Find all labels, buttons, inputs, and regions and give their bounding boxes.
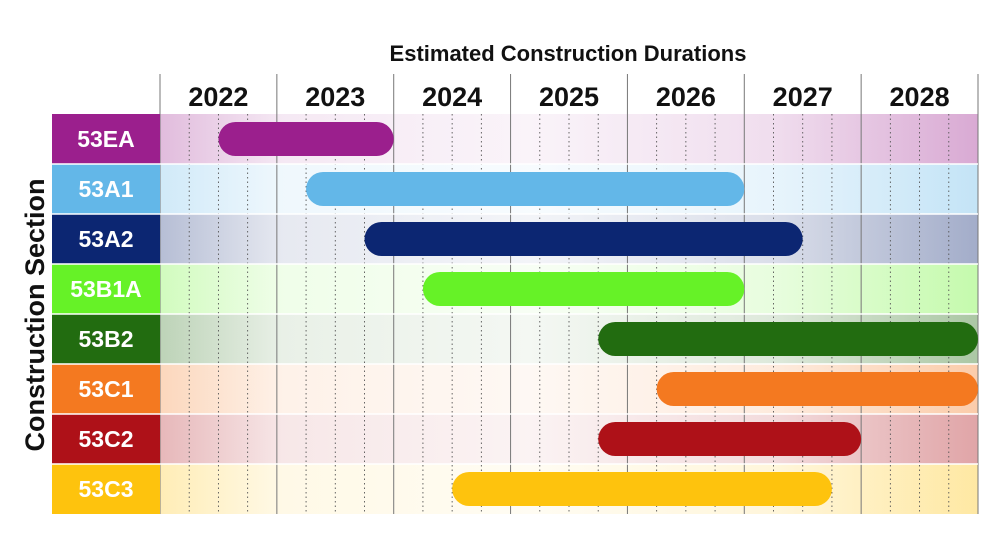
section-label-53c3: 53C3 — [79, 476, 134, 502]
bar-53c2 — [598, 422, 862, 456]
year-tick-2028: 2028 — [890, 82, 950, 112]
bar-53a2 — [364, 222, 803, 256]
section-cell-53c3 — [52, 464, 160, 514]
year-tick-2024: 2024 — [422, 82, 482, 112]
section-cell-53c2 — [52, 414, 160, 464]
chart-title: Estimated Construction Durations — [390, 41, 747, 66]
section-label-53c2: 53C2 — [79, 426, 134, 452]
bar-53b2 — [598, 322, 978, 356]
year-tick-labels: 2022 2023 2024 2025 2026 2027 2028 — [188, 82, 949, 112]
section-label-53b1a: 53B1A — [70, 276, 142, 302]
section-cell-53a2 — [52, 214, 160, 264]
section-cell-53b1a — [52, 264, 160, 314]
year-tick-2027: 2027 — [773, 82, 833, 112]
section-cell-53c1 — [52, 364, 160, 414]
section-label-53a1: 53A1 — [79, 176, 134, 202]
section-cell-53a1 — [52, 164, 160, 214]
section-label-53a2: 53A2 — [79, 226, 134, 252]
section-labels: 53EA 53A1 53A2 53B1A 53B2 53C1 53C2 53C3 — [52, 114, 978, 514]
bar-53a1 — [306, 172, 745, 206]
year-tick-2023: 2023 — [305, 82, 365, 112]
section-cell-53b2 — [52, 314, 160, 364]
bar-53c1 — [656, 372, 978, 406]
duration-bars — [218, 122, 978, 506]
y-axis-label: Construction Section — [20, 178, 50, 451]
bar-53ea — [218, 122, 394, 156]
year-tick-2025: 2025 — [539, 82, 599, 112]
section-label-53ea: 53EA — [77, 126, 135, 152]
bar-53b1a — [422, 272, 745, 306]
bar-53c3 — [452, 472, 832, 506]
year-tick-2026: 2026 — [656, 82, 716, 112]
section-label-53c1: 53C1 — [79, 376, 134, 402]
year-tick-2022: 2022 — [188, 82, 248, 112]
section-cell-53ea — [52, 114, 160, 164]
section-label-53b2: 53B2 — [79, 326, 134, 352]
